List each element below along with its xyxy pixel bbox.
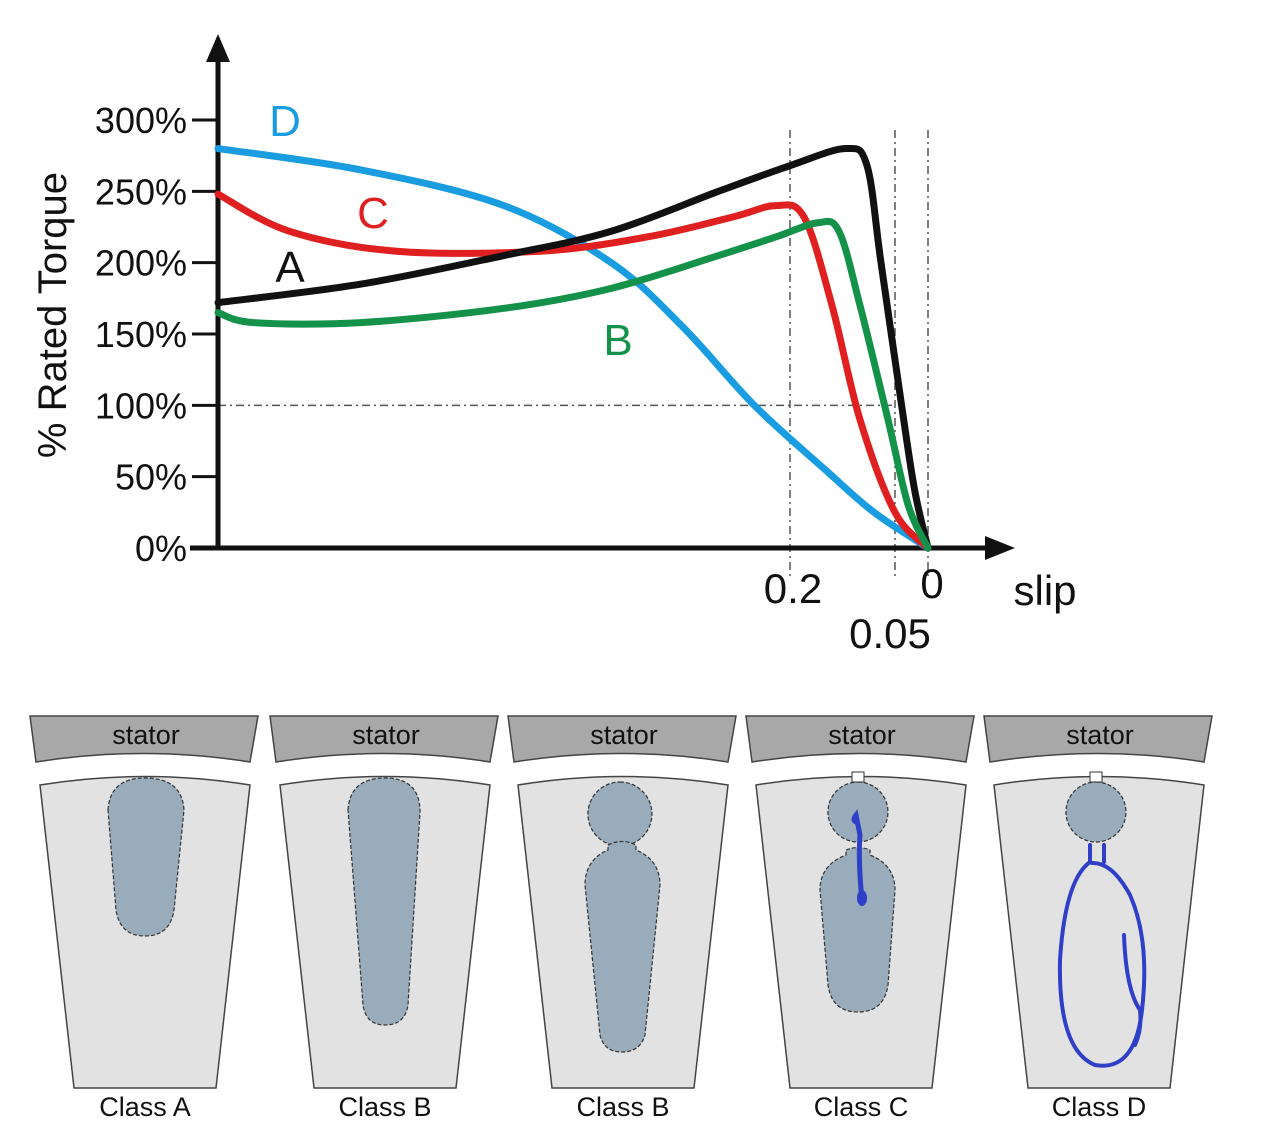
y-axis-arrow — [206, 34, 230, 62]
stator-block — [269, 715, 499, 763]
chart-labels: 0% 50% 100% 150% 200% 250% 300% % Rated Torque 0… — [31, 97, 1077, 657]
rotor-bar-class-d — [1065, 781, 1127, 843]
stator-label: stator — [828, 720, 896, 750]
slot-opening — [1089, 771, 1103, 783]
annotation-arrow-tip — [857, 890, 867, 906]
series-label-d: D — [269, 97, 301, 146]
rotor-slot-diagrams: stator Class A stator Class B stator Class B s… — [29, 715, 1213, 1122]
series-line-d — [214, 145, 932, 552]
series-label-a: A — [275, 243, 305, 292]
rotor-tooth — [993, 775, 1205, 1089]
rotor-bar-class-b — [347, 777, 421, 1026]
rotor-bar-class-a — [107, 777, 185, 937]
rotor-bar-head — [587, 781, 653, 847]
x-axis-label: slip — [1013, 567, 1076, 614]
x-axis-arrow — [985, 536, 1015, 560]
stator-block — [983, 715, 1213, 763]
stator-label: stator — [112, 720, 180, 750]
annotation-arrow-stroke — [851, 809, 865, 903]
rotor-bar-lower-cage — [819, 846, 896, 1013]
class-caption: Class D — [1052, 1092, 1147, 1122]
series-label-c: C — [357, 189, 389, 238]
stator-label: stator — [1066, 720, 1134, 750]
annotation-stroke — [1122, 933, 1143, 1047]
stator-label: stator — [352, 720, 420, 750]
y-tick-label: 100% — [95, 385, 187, 426]
stator-block — [29, 715, 259, 763]
y-axis-label: % Rated Torque — [31, 172, 75, 458]
class-caption: Class C — [814, 1092, 909, 1122]
x-tick-label: 0 — [920, 560, 943, 607]
annotation-ticks — [1088, 843, 1106, 864]
series-line-a — [214, 144, 932, 552]
y-tick-label: 50% — [115, 457, 187, 498]
stator-label: stator — [590, 720, 658, 750]
y-tick-label: 250% — [95, 171, 187, 212]
rotor-slot-panel-1: stator Class A — [29, 715, 259, 1122]
y-tick-label: 0% — [135, 528, 187, 569]
x-tick-label: 0.05 — [849, 610, 931, 657]
y-tick-label: 200% — [95, 243, 187, 284]
stator-block — [507, 715, 737, 763]
class-caption: Class B — [338, 1092, 431, 1122]
series-line-b — [214, 217, 932, 552]
rotor-bar-upper-cage — [827, 781, 889, 843]
series-line-c — [214, 190, 932, 552]
torque-slip-chart: 0% 50% 100% 150% 200% 250% 300% % Rated Torque 0… — [31, 34, 1077, 657]
x-tick-label: 0.2 — [764, 565, 822, 612]
reference-lines — [218, 130, 929, 576]
y-tick-label: 300% — [95, 100, 187, 141]
class-caption: Class B — [576, 1092, 669, 1122]
stator-block — [745, 715, 975, 763]
annotation-loop — [1057, 860, 1147, 1068]
chart-curves — [214, 144, 932, 552]
y-tick-label: 150% — [95, 314, 187, 355]
class-caption: Class A — [99, 1092, 191, 1122]
series-label-b: B — [603, 316, 632, 365]
rotor-bar-body — [584, 840, 661, 1053]
slot-opening — [851, 771, 865, 783]
rotor-slot-panel-5: stator Class D — [983, 715, 1213, 1122]
chart-axes — [190, 34, 1015, 560]
